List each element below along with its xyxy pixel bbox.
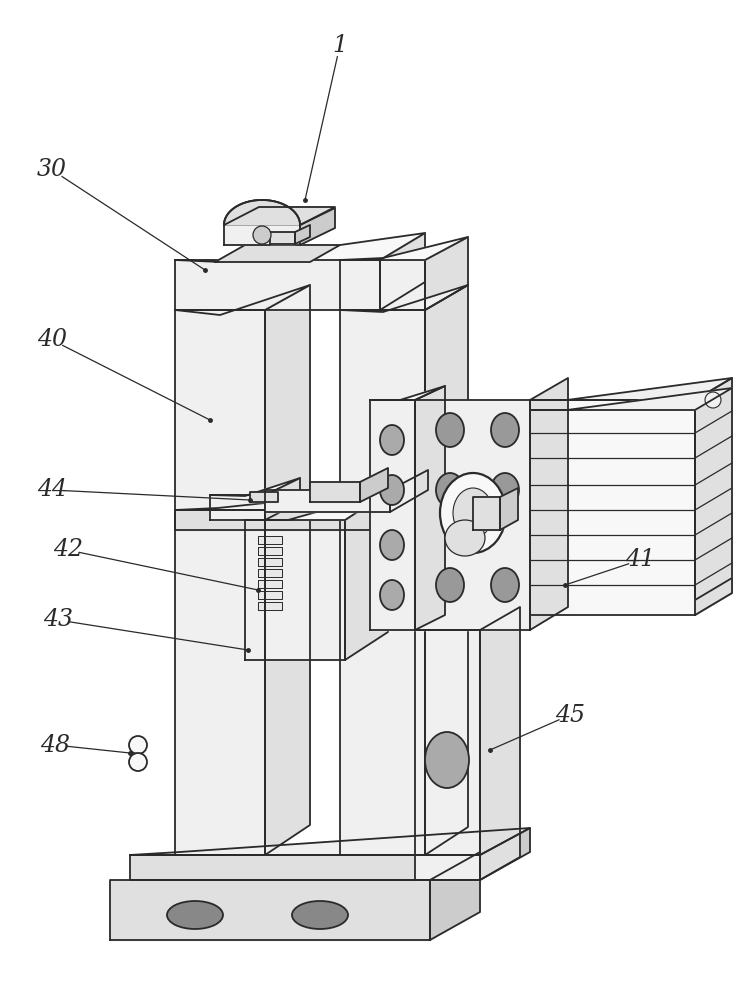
Ellipse shape (380, 475, 404, 505)
Ellipse shape (453, 488, 493, 538)
Polygon shape (258, 602, 282, 610)
Polygon shape (215, 245, 340, 262)
Polygon shape (370, 386, 445, 400)
Polygon shape (345, 492, 388, 660)
Polygon shape (390, 470, 428, 512)
Polygon shape (480, 607, 520, 880)
Polygon shape (258, 558, 282, 566)
Polygon shape (425, 285, 468, 855)
Polygon shape (380, 233, 425, 310)
Polygon shape (258, 536, 282, 544)
Text: 45: 45 (555, 704, 585, 726)
Ellipse shape (491, 568, 519, 602)
Polygon shape (258, 591, 282, 599)
Polygon shape (480, 828, 530, 880)
Polygon shape (265, 285, 310, 855)
Polygon shape (530, 378, 568, 630)
Ellipse shape (436, 568, 464, 602)
Polygon shape (265, 490, 390, 512)
Text: 30: 30 (37, 158, 67, 182)
Ellipse shape (292, 901, 348, 929)
Polygon shape (415, 400, 530, 630)
Ellipse shape (380, 425, 404, 455)
Ellipse shape (167, 901, 223, 929)
Text: 44: 44 (37, 479, 67, 502)
Ellipse shape (436, 473, 464, 507)
Polygon shape (210, 495, 265, 520)
Polygon shape (175, 484, 443, 510)
Text: 40: 40 (37, 328, 67, 352)
Ellipse shape (129, 736, 147, 754)
Polygon shape (425, 237, 468, 310)
Polygon shape (415, 386, 445, 630)
Ellipse shape (253, 226, 271, 244)
Polygon shape (695, 578, 732, 615)
Polygon shape (340, 310, 425, 855)
Polygon shape (270, 232, 295, 244)
Polygon shape (340, 237, 468, 260)
Ellipse shape (491, 473, 519, 507)
Polygon shape (175, 233, 425, 262)
Polygon shape (370, 400, 415, 630)
Polygon shape (175, 285, 310, 315)
Text: 41: 41 (625, 548, 655, 572)
Ellipse shape (436, 413, 464, 447)
Polygon shape (224, 200, 300, 225)
Polygon shape (224, 200, 335, 225)
Polygon shape (130, 828, 530, 855)
Polygon shape (175, 510, 400, 530)
Polygon shape (258, 569, 282, 577)
Polygon shape (695, 378, 732, 615)
Ellipse shape (445, 520, 485, 556)
Polygon shape (258, 580, 282, 588)
Polygon shape (530, 388, 732, 410)
Polygon shape (224, 200, 300, 245)
Polygon shape (473, 497, 500, 530)
Ellipse shape (129, 753, 147, 771)
Polygon shape (300, 208, 335, 245)
Polygon shape (175, 260, 380, 310)
Polygon shape (245, 492, 388, 520)
Polygon shape (250, 492, 278, 502)
Polygon shape (530, 400, 695, 615)
Ellipse shape (705, 392, 721, 408)
Ellipse shape (380, 580, 404, 610)
Polygon shape (430, 852, 480, 940)
Polygon shape (310, 482, 360, 502)
Text: 42: 42 (53, 538, 83, 562)
Polygon shape (245, 520, 345, 660)
Polygon shape (500, 488, 518, 530)
Polygon shape (295, 225, 310, 244)
Ellipse shape (440, 473, 506, 553)
Polygon shape (110, 880, 430, 940)
Polygon shape (265, 478, 300, 520)
Polygon shape (530, 378, 732, 400)
Polygon shape (210, 478, 300, 496)
Polygon shape (258, 547, 282, 555)
Text: 43: 43 (43, 608, 73, 632)
Polygon shape (400, 484, 443, 530)
Polygon shape (175, 310, 265, 855)
Polygon shape (415, 630, 480, 880)
Ellipse shape (491, 413, 519, 447)
Text: 48: 48 (40, 734, 70, 756)
Ellipse shape (425, 732, 469, 788)
Polygon shape (340, 260, 425, 310)
Ellipse shape (380, 530, 404, 560)
Polygon shape (340, 285, 468, 312)
Text: 1: 1 (333, 33, 347, 56)
Polygon shape (130, 855, 480, 880)
Polygon shape (360, 468, 388, 502)
